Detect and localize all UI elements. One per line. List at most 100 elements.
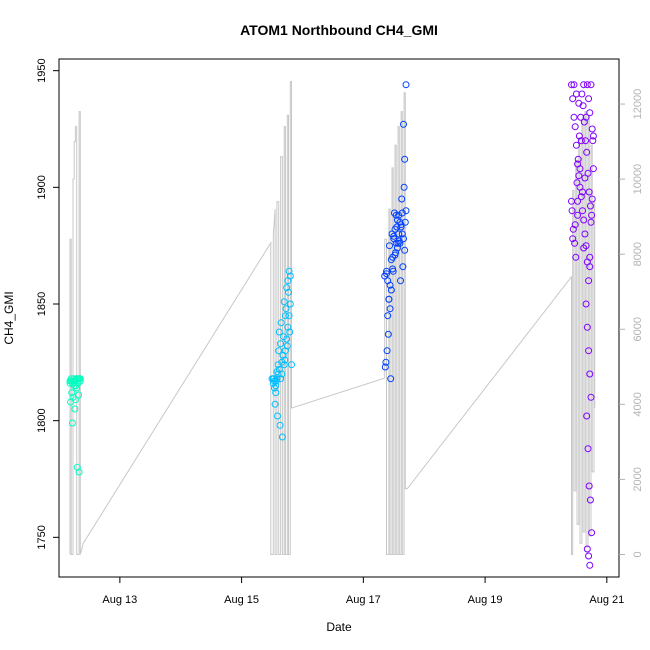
data-point bbox=[383, 347, 391, 355]
data-point bbox=[569, 95, 577, 103]
data-point bbox=[586, 263, 594, 271]
data-point bbox=[392, 239, 400, 247]
data-point bbox=[71, 405, 79, 413]
y-right-tick-label: 8000 bbox=[632, 242, 644, 266]
y-left-tick-label: 1950 bbox=[36, 58, 48, 82]
y-axis-label: CH4_GMI bbox=[2, 291, 16, 344]
data-point bbox=[280, 298, 288, 306]
y-right-tick-label: 0 bbox=[632, 551, 644, 557]
data-point bbox=[389, 265, 397, 273]
data-point bbox=[285, 312, 293, 320]
y-right-tick-label: 10000 bbox=[632, 164, 644, 195]
data-point bbox=[73, 463, 81, 471]
data-point bbox=[285, 288, 292, 296]
data-point bbox=[393, 244, 401, 252]
y-axis-right: 0 2000 4000 6000 8000 10000 12000 bbox=[619, 89, 644, 558]
data-point bbox=[396, 218, 404, 226]
data-point bbox=[580, 118, 588, 126]
y-left-tick-label: 1900 bbox=[36, 175, 48, 199]
data-point bbox=[402, 81, 410, 89]
data-point bbox=[285, 267, 293, 275]
data-point bbox=[582, 113, 590, 121]
y-right-tick-label: 2000 bbox=[632, 467, 644, 491]
data-point bbox=[583, 545, 591, 553]
data-point bbox=[574, 211, 582, 219]
data-point bbox=[384, 330, 392, 338]
altitude-trace-line bbox=[69, 81, 596, 555]
data-point bbox=[286, 328, 294, 336]
data-point bbox=[278, 433, 286, 441]
y-right-tick-label: 12000 bbox=[632, 89, 644, 120]
data-point bbox=[589, 137, 597, 145]
data-point bbox=[570, 81, 578, 89]
data-point bbox=[570, 113, 578, 121]
y-right-tick-label: 4000 bbox=[632, 392, 644, 416]
data-point bbox=[568, 197, 575, 205]
data-point bbox=[284, 323, 292, 331]
data-point bbox=[585, 552, 593, 560]
data-point bbox=[73, 384, 81, 392]
data-point bbox=[397, 223, 405, 231]
data-point bbox=[272, 389, 280, 397]
data-point bbox=[588, 211, 596, 219]
data-point bbox=[399, 263, 407, 271]
data-point bbox=[576, 165, 584, 173]
data-point bbox=[281, 356, 289, 364]
data-point bbox=[390, 232, 398, 240]
data-point bbox=[586, 496, 594, 504]
data-point bbox=[585, 188, 593, 196]
data-point bbox=[580, 216, 588, 224]
data-point bbox=[401, 246, 409, 254]
data-point bbox=[75, 391, 82, 399]
data-point bbox=[577, 113, 585, 121]
data-point bbox=[383, 270, 390, 278]
data-point bbox=[571, 123, 579, 131]
data-point bbox=[274, 361, 282, 369]
altitude-trace-layer bbox=[69, 81, 596, 555]
data-point bbox=[75, 468, 83, 476]
data-point bbox=[575, 172, 583, 180]
data-point bbox=[585, 482, 593, 490]
data-point bbox=[588, 195, 596, 203]
data-point bbox=[402, 207, 410, 215]
data-point bbox=[279, 351, 287, 359]
data-point bbox=[589, 132, 597, 140]
data-point bbox=[400, 235, 407, 243]
data-point bbox=[571, 239, 579, 247]
data-points-layer bbox=[66, 81, 597, 569]
data-point bbox=[575, 132, 583, 140]
data-point bbox=[398, 230, 406, 238]
data-point bbox=[72, 375, 80, 383]
data-point bbox=[583, 81, 591, 89]
data-point bbox=[577, 193, 585, 201]
data-point bbox=[577, 137, 585, 145]
data-point bbox=[583, 323, 591, 331]
data-point bbox=[277, 319, 285, 327]
data-point bbox=[275, 347, 283, 355]
data-point bbox=[580, 81, 588, 89]
data-point bbox=[586, 561, 594, 569]
data-point bbox=[282, 305, 290, 313]
data-point bbox=[572, 253, 580, 261]
data-point bbox=[579, 207, 586, 215]
data-point bbox=[276, 421, 284, 429]
data-point bbox=[585, 277, 593, 285]
data-point bbox=[583, 148, 591, 156]
data-point bbox=[387, 256, 395, 264]
data-point bbox=[585, 347, 593, 355]
data-point bbox=[400, 183, 408, 191]
data-point bbox=[572, 141, 580, 149]
y-left-tick-label: 1800 bbox=[36, 408, 48, 432]
y-left-tick-label: 1850 bbox=[36, 292, 48, 316]
data-point bbox=[76, 375, 84, 383]
data-point bbox=[381, 363, 389, 371]
y-axis-left: 1750 1800 1850 1900 1950 bbox=[36, 58, 59, 550]
data-point bbox=[398, 195, 406, 203]
y-right-tick-label: 6000 bbox=[632, 317, 644, 341]
data-point bbox=[288, 361, 295, 369]
data-point bbox=[569, 225, 577, 233]
x-tick-label: Aug 21 bbox=[589, 594, 624, 606]
data-point bbox=[573, 179, 581, 187]
data-point bbox=[397, 277, 404, 285]
x-tick-label: Aug 19 bbox=[468, 594, 503, 606]
